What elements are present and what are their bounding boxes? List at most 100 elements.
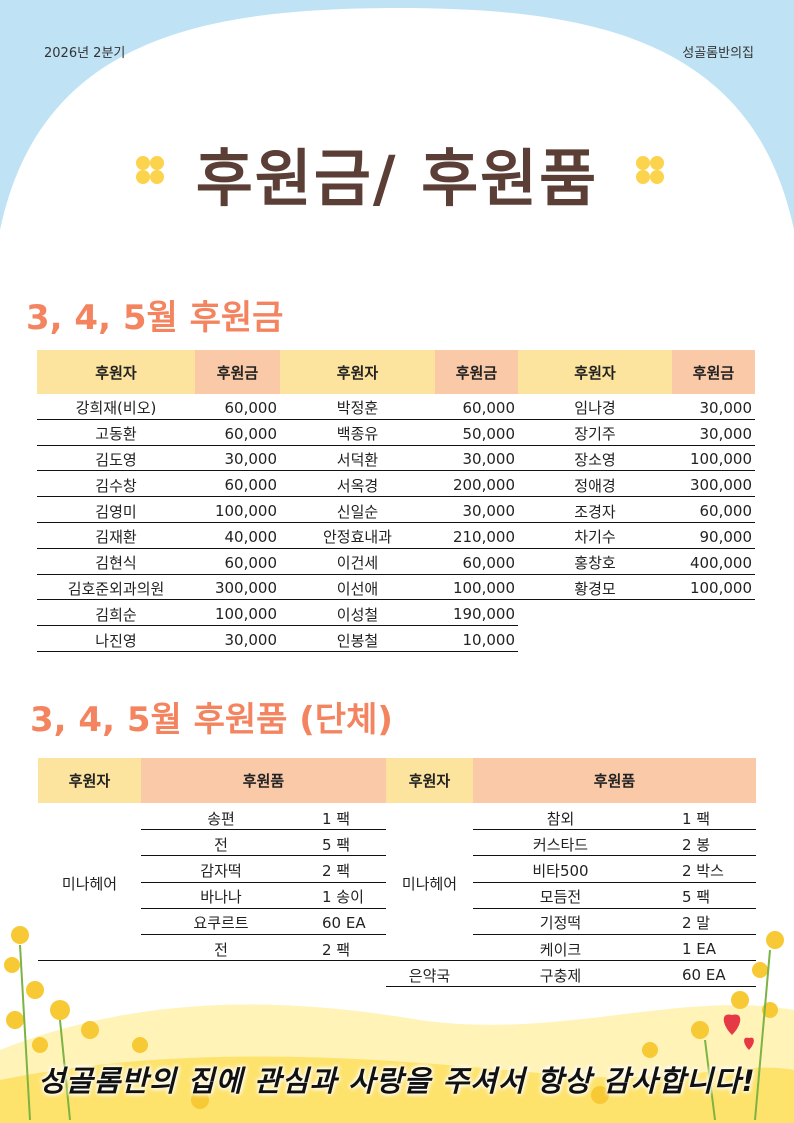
- goods-quantity: 1 팩: [322, 809, 351, 828]
- donation-amount: 100,000: [689, 579, 752, 598]
- goods-item: 모듬전: [539, 888, 582, 907]
- row-rule: [37, 418, 280, 420]
- goods-item: 전: [214, 835, 228, 854]
- row-rule: [473, 829, 756, 831]
- donor-name: 조경자: [574, 502, 616, 521]
- donor-name: 김재환: [95, 528, 137, 547]
- goods-quantity: 60 EA: [322, 913, 366, 932]
- donation-amount: 30,000: [699, 424, 753, 443]
- donor-name: 김수창: [95, 476, 137, 495]
- donor-name: 임나경: [574, 399, 616, 418]
- donation-amount: 300,000: [214, 579, 277, 598]
- row-rule: [37, 573, 280, 575]
- goods-quantity: 1 팩: [682, 809, 711, 828]
- row-rule: [518, 470, 755, 472]
- donor-name: 백종유: [336, 425, 379, 444]
- goods-donor: 미나헤어: [401, 875, 458, 894]
- donation-amount: 100,000: [452, 579, 515, 598]
- goods-item: 감자떡: [200, 861, 242, 880]
- organization: 성골롬반의집: [682, 46, 754, 61]
- row-rule: [473, 907, 756, 909]
- table-header: 후원금: [435, 350, 518, 394]
- row-rule: [473, 881, 756, 883]
- goods-donor: 미나헤어: [61, 875, 118, 894]
- goods-item: 비타500: [532, 861, 589, 880]
- row-rule: [141, 881, 386, 883]
- section-title: 3, 4, 5월 후원품 (단체): [30, 700, 393, 740]
- section-title: 3, 4, 5월 후원금: [26, 298, 284, 338]
- donor-name: 박정훈: [336, 399, 379, 418]
- goods-quantity: 1 EA: [682, 940, 717, 959]
- row-rule: [37, 444, 280, 446]
- donation-amount: 40,000: [224, 527, 278, 546]
- donor-name: 장소영: [574, 450, 616, 469]
- row-rule: [141, 855, 386, 857]
- row-rule: [37, 625, 280, 627]
- goods-item: 구충제: [539, 966, 582, 985]
- table-header: 후원자: [518, 350, 672, 394]
- donation-amount: 60,000: [462, 553, 516, 572]
- table-header: 후원자: [386, 758, 473, 803]
- donation-amount: 60,000: [224, 398, 278, 417]
- goods-quantity: 5 팩: [322, 835, 351, 854]
- row-rule: [280, 547, 518, 549]
- row-rule: [37, 547, 280, 549]
- donor-name: 서덕환: [336, 450, 379, 469]
- goods-quantity: 1 송이: [322, 888, 364, 907]
- goods-item: 커스타드: [532, 835, 589, 854]
- table-header: 후원품: [141, 758, 386, 803]
- row-rule: [518, 522, 755, 523]
- row-rule: [280, 599, 518, 601]
- donor-name: 이성철: [336, 605, 379, 624]
- donation-amount: 30,000: [224, 450, 278, 469]
- table-header: 후원자: [280, 350, 435, 394]
- donation-amount: 60,000: [224, 424, 278, 443]
- row-rule: [280, 573, 518, 575]
- row-rule: [280, 470, 518, 472]
- row-rule: [518, 599, 755, 601]
- title: 후원금/ 후원품: [195, 142, 599, 215]
- donation-amount: 100,000: [214, 502, 277, 521]
- row-rule: [280, 496, 518, 498]
- row-rule: [280, 625, 518, 627]
- row-rule: [386, 986, 756, 988]
- row-rule: [386, 960, 756, 962]
- donation-amount: 100,000: [214, 605, 277, 624]
- row-rule: [37, 651, 280, 652]
- donor-name: 김희순: [95, 605, 137, 624]
- goods-donor: 은약국: [408, 966, 451, 985]
- row-rule: [280, 418, 518, 420]
- footer-message: 성골롬반의 집에 관심과 사랑을 주셔서 항상 감사합니다!: [38, 1064, 756, 1098]
- row-rule: [473, 855, 756, 857]
- row-rule: [518, 547, 755, 549]
- donor-name: 안정효내과: [322, 528, 392, 547]
- row-rule: [141, 829, 386, 831]
- goods-quantity: 60 EA: [682, 966, 726, 985]
- donor-name: 고동환: [95, 425, 137, 444]
- donor-name: 신일순: [336, 502, 379, 521]
- donation-amount: 30,000: [699, 398, 753, 417]
- donation-amount: 90,000: [699, 527, 753, 546]
- goods-item: 송편: [207, 809, 235, 828]
- donation-amount: 60,000: [224, 553, 278, 572]
- row-rule: [280, 444, 518, 446]
- donor-name: 김호준외과의원: [67, 579, 165, 598]
- donor-name: 김영미: [95, 502, 137, 521]
- period: 2026년 2분기: [44, 46, 126, 61]
- goods-item: 참외: [546, 809, 575, 828]
- goods-quantity: 2 박스: [682, 861, 724, 880]
- donor-name: 장기주: [574, 425, 616, 444]
- donation-amount: 60,000: [462, 398, 516, 417]
- goods-quantity: 2 봉: [682, 835, 711, 854]
- donation-amount: 100,000: [689, 450, 752, 469]
- donor-name: 이건세: [336, 554, 379, 573]
- donor-name: 이선애: [336, 579, 379, 598]
- table-header: 후원품: [473, 758, 756, 803]
- goods-item: 케이크: [539, 940, 582, 959]
- row-rule: [141, 907, 386, 909]
- row-rule: [473, 934, 756, 935]
- donation-amount: 300,000: [689, 476, 752, 495]
- goods-item: 전: [214, 940, 228, 959]
